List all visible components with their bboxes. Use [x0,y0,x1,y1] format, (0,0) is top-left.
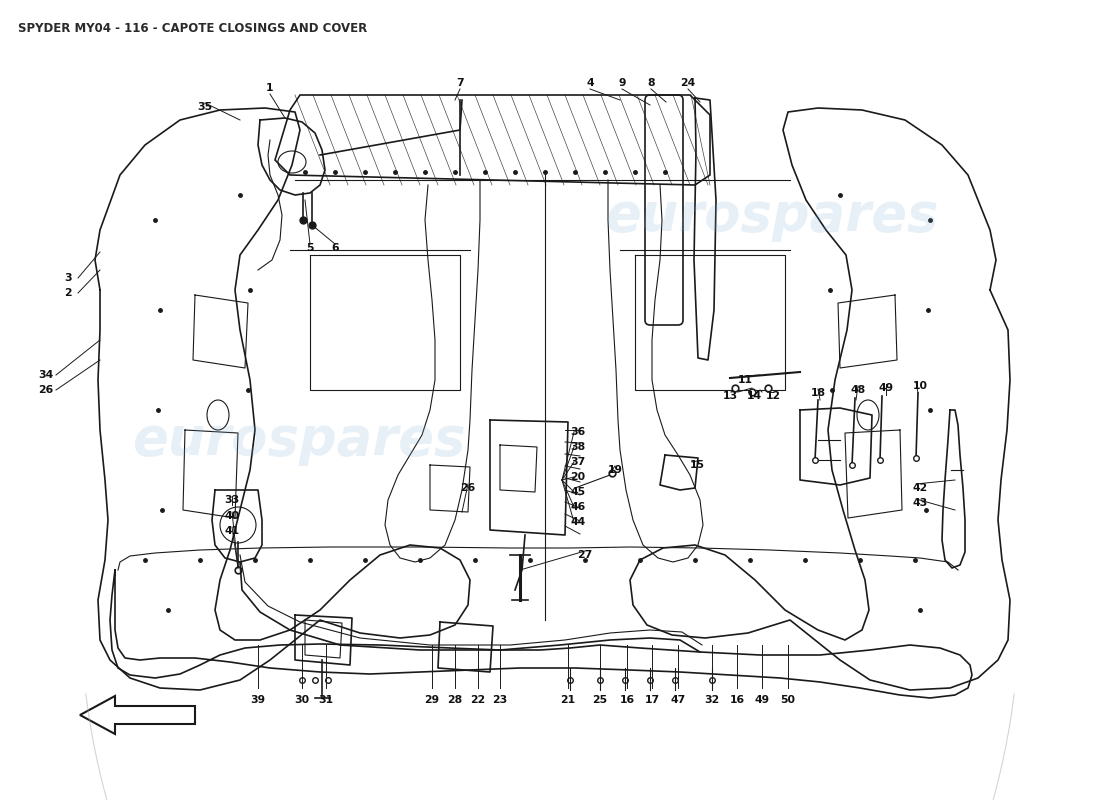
Text: 12: 12 [766,391,781,401]
FancyArrow shape [80,696,195,734]
Text: 16: 16 [729,695,745,705]
Text: 37: 37 [571,457,585,467]
Text: 42: 42 [912,483,927,493]
Text: 15: 15 [690,460,704,470]
Text: 43: 43 [912,498,927,508]
Text: 7: 7 [456,78,464,88]
Text: 31: 31 [318,695,333,705]
Text: 19: 19 [607,465,623,475]
Text: 46: 46 [571,502,585,512]
Text: 28: 28 [448,695,463,705]
Text: SPYDER MY04 - 116 - CAPOTE CLOSINGS AND COVER: SPYDER MY04 - 116 - CAPOTE CLOSINGS AND … [18,22,367,35]
Text: 13: 13 [723,391,738,401]
Text: 1: 1 [266,83,274,93]
Text: 32: 32 [704,695,719,705]
Text: 29: 29 [425,695,440,705]
Text: 20: 20 [571,472,585,482]
Text: 4: 4 [586,78,594,88]
Text: eurospares: eurospares [132,414,465,466]
Text: 36: 36 [571,427,585,437]
Text: 23: 23 [493,695,507,705]
Text: 25: 25 [593,695,607,705]
Text: 21: 21 [560,695,575,705]
Text: 2: 2 [64,288,72,298]
Text: 27: 27 [578,550,593,560]
Text: 33: 33 [224,495,240,505]
Text: 14: 14 [747,391,761,401]
Text: 3: 3 [64,273,72,283]
Text: 44: 44 [571,517,585,527]
Text: 18: 18 [811,388,825,398]
Text: 50: 50 [781,695,795,705]
Text: 22: 22 [471,695,485,705]
Text: 48: 48 [850,385,866,395]
Text: 38: 38 [571,442,585,452]
Text: 10: 10 [913,381,927,391]
Text: 9: 9 [618,78,626,88]
Text: 26: 26 [39,385,54,395]
Text: 47: 47 [670,695,685,705]
Text: 49: 49 [755,695,770,705]
Text: 40: 40 [224,511,240,521]
Text: 41: 41 [224,526,240,536]
Text: 11: 11 [737,375,752,385]
Text: 26: 26 [461,483,475,493]
Text: eurospares: eurospares [605,190,938,242]
Text: 6: 6 [331,243,339,253]
Text: 24: 24 [681,78,695,88]
Text: 17: 17 [645,695,660,705]
Text: 8: 8 [647,78,654,88]
Text: 35: 35 [197,102,212,112]
Text: 49: 49 [879,383,893,393]
Text: 45: 45 [571,487,585,497]
Text: 30: 30 [295,695,309,705]
Text: 34: 34 [39,370,54,380]
Text: 16: 16 [619,695,635,705]
Text: 5: 5 [306,243,313,253]
Text: 39: 39 [251,695,265,705]
